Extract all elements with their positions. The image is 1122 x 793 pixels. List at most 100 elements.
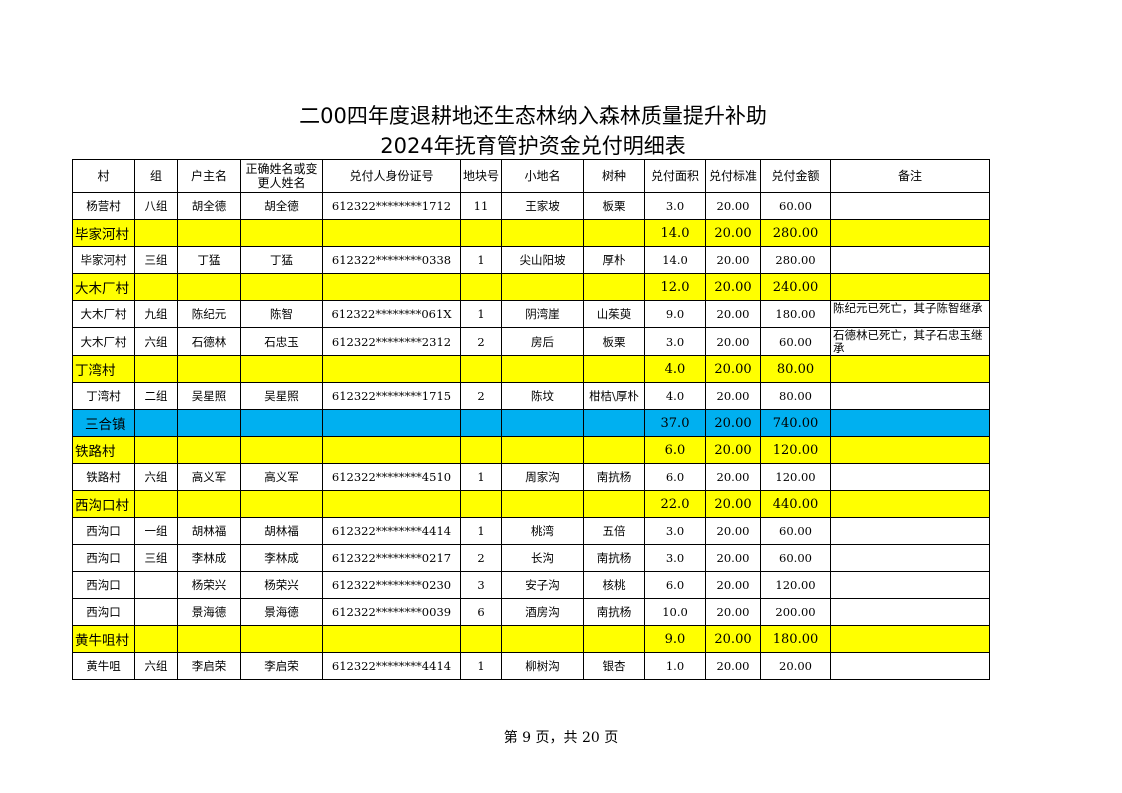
cell-plot-number [460, 355, 502, 383]
cell-householder [177, 273, 241, 301]
cell-amount: 120.00 [760, 463, 831, 491]
cell-tree-species [583, 409, 645, 437]
header-plot-number: 地块号 [460, 159, 502, 193]
village-subtotal-row: 大木厂村 12.0 20.00 240.00 [72, 273, 990, 301]
title-line-1: 二00四年度退耕地还生态林纳入森林质量提升补助 [299, 104, 767, 128]
cell-area: 1.0 [644, 652, 706, 680]
cell-plot-number: 1 [460, 517, 502, 545]
cell-householder: 石德林 [177, 327, 241, 356]
cell-tree-species: 厚朴 [583, 246, 645, 274]
village-subtotal-row: 毕家河村 14.0 20.00 280.00 [72, 219, 990, 247]
cell-householder [177, 409, 241, 437]
table-row: 大木厂村 六组 石德林 石忠玉 612322********2312 2 房后 板栗 3.0 20… [72, 327, 990, 356]
cell-tree-species: 南抗杨 [583, 463, 645, 491]
cell-village: 铁路村 [72, 436, 135, 464]
cell-plot-number: 6 [460, 598, 502, 626]
cell-village: 铁路村 [72, 463, 135, 491]
cell-area: 4.0 [644, 382, 706, 410]
cell-standard: 20.00 [705, 598, 761, 626]
cell-remarks [830, 571, 990, 599]
cell-amount: 180.00 [760, 300, 831, 328]
cell-area: 6.0 [644, 463, 706, 491]
cell-householder: 李林成 [177, 544, 241, 572]
cell-householder [177, 219, 241, 247]
cell-amount: 740.00 [760, 409, 831, 437]
cell-corrected-name [240, 490, 323, 518]
cell-remarks [830, 192, 990, 220]
cell-standard: 20.00 [705, 219, 761, 247]
cell-amount: 120.00 [760, 436, 831, 464]
cell-householder [177, 436, 241, 464]
table-row: 毕家河村 三组 丁猛 丁猛 612322********0338 1 尖山阳坡 厚朴 14.0 2… [72, 246, 990, 274]
table-row: 铁路村 六组 高义军 高义军 612322********4510 1 周家沟 南抗杨 6.0 2… [72, 463, 990, 491]
cell-area: 14.0 [644, 246, 706, 274]
cell-group: 六组 [134, 463, 178, 491]
cell-corrected-name: 陈智 [240, 300, 323, 328]
cell-remarks [830, 490, 990, 518]
cell-corrected-name [240, 625, 323, 653]
cell-village: 西沟口 [72, 598, 135, 626]
cell-standard: 20.00 [705, 409, 761, 437]
cell-group: 二组 [134, 382, 178, 410]
cell-area: 12.0 [644, 273, 706, 301]
cell-householder: 吴星照 [177, 382, 241, 410]
cell-id-number [322, 355, 461, 383]
cell-id-number [322, 273, 461, 301]
cell-area: 6.0 [644, 436, 706, 464]
cell-place-name [501, 625, 584, 653]
cell-tree-species: 山茱萸 [583, 300, 645, 328]
table-header-row: 村组户主名 正确姓名或变更人姓名 兑付人身份证号 地块号 小地名 树种 兑付面积 兑付标准 兑付… [72, 159, 990, 193]
cell-id-number: 612322********0217 [322, 544, 461, 572]
cell-village: 大木厂村 [72, 327, 135, 356]
cell-place-name [501, 409, 584, 437]
cell-remarks: 石德林已死亡，其子石忠玉继承 [830, 327, 990, 356]
cell-standard: 20.00 [705, 463, 761, 491]
cell-corrected-name [240, 409, 323, 437]
cell-tree-species: 南抗杨 [583, 544, 645, 572]
cell-amount: 280.00 [760, 219, 831, 247]
table-row: 西沟口 一组 胡林福 胡林福 612322********4414 1 桃湾 五倍 3.0 20.… [72, 517, 990, 545]
cell-remarks [830, 625, 990, 653]
cell-standard: 20.00 [705, 382, 761, 410]
cell-standard: 20.00 [705, 436, 761, 464]
cell-remarks [830, 273, 990, 301]
cell-plot-number: 1 [460, 300, 502, 328]
cell-standard: 20.00 [705, 652, 761, 680]
cell-standard: 20.00 [705, 192, 761, 220]
cell-place-name: 柳树沟 [501, 652, 584, 680]
cell-corrected-name [240, 273, 323, 301]
cell-tree-species: 核桃 [583, 571, 645, 599]
cell-group [134, 409, 178, 437]
cell-place-name [501, 219, 584, 247]
cell-place-name: 陈坟 [501, 382, 584, 410]
cell-amount: 60.00 [760, 517, 831, 545]
village-subtotal-row: 丁湾村 4.0 20.00 80.00 [72, 355, 990, 383]
cell-plot-number: 1 [460, 652, 502, 680]
cell-corrected-name: 高义军 [240, 463, 323, 491]
cell-remarks [830, 544, 990, 572]
cell-id-number [322, 490, 461, 518]
table-row: 西沟口 杨荣兴 杨荣兴 612322********0230 3 安子沟 核桃 6.0 20.0… [72, 571, 990, 599]
cell-householder: 丁猛 [177, 246, 241, 274]
page-footer: 第 9 页，共 20 页 [503, 730, 619, 746]
header-place-name: 小地名 [501, 159, 584, 193]
header-id-number: 兑付人身份证号 [322, 159, 461, 193]
payment-detail-table: 村组户主名 正确姓名或变更人姓名 兑付人身份证号 地块号 小地名 树种 兑付面积 兑付标准 兑付… [72, 159, 990, 680]
cell-area: 3.0 [644, 544, 706, 572]
town-subtotal-row: 三合镇 37.0 20.00 740.00 [72, 409, 990, 437]
cell-householder: 景海德 [177, 598, 241, 626]
cell-plot-number [460, 625, 502, 653]
cell-standard: 20.00 [705, 273, 761, 301]
village-subtotal-row: 西沟口村 22.0 20.00 440.00 [72, 490, 990, 518]
cell-tree-species [583, 273, 645, 301]
cell-amount: 280.00 [760, 246, 831, 274]
cell-corrected-name: 吴星照 [240, 382, 323, 410]
cell-amount: 20.00 [760, 652, 831, 680]
table-row: 黄牛咀 六组 李启荣 李启荣 612322********4414 1 柳树沟 银杏 1.0 20… [72, 652, 990, 680]
cell-village: 黄牛咀 [72, 652, 135, 680]
cell-place-name: 安子沟 [501, 571, 584, 599]
cell-remarks [830, 463, 990, 491]
table-row: 杨营村 八组 胡全德 胡全德 612322********1712 11 王家坡 板栗 3.0 2… [72, 192, 990, 220]
cell-tree-species: 板栗 [583, 192, 645, 220]
cell-area: 9.0 [644, 300, 706, 328]
